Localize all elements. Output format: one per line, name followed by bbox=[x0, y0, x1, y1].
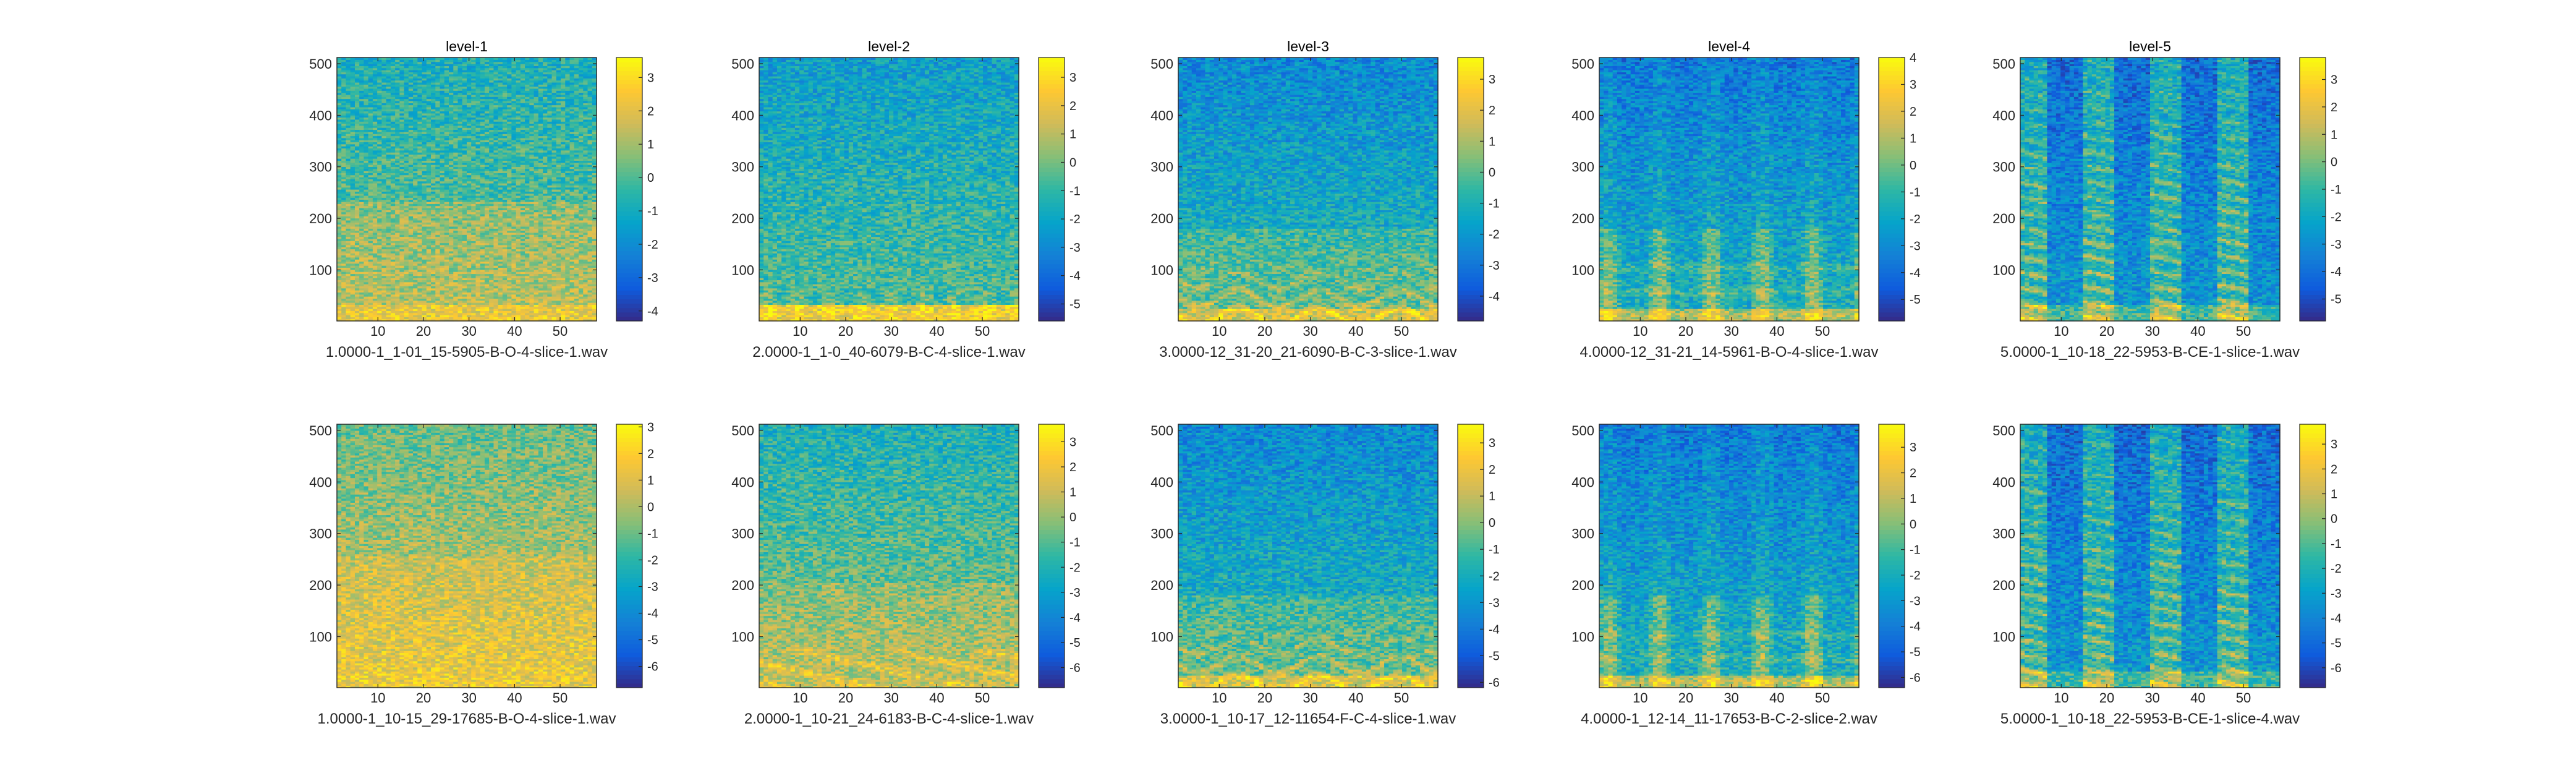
spectrogram-panel: 10 20 30 40 50100200300400500level-11.0000-1… bbox=[309, 38, 658, 361]
heatmap-cells bbox=[337, 58, 597, 322]
